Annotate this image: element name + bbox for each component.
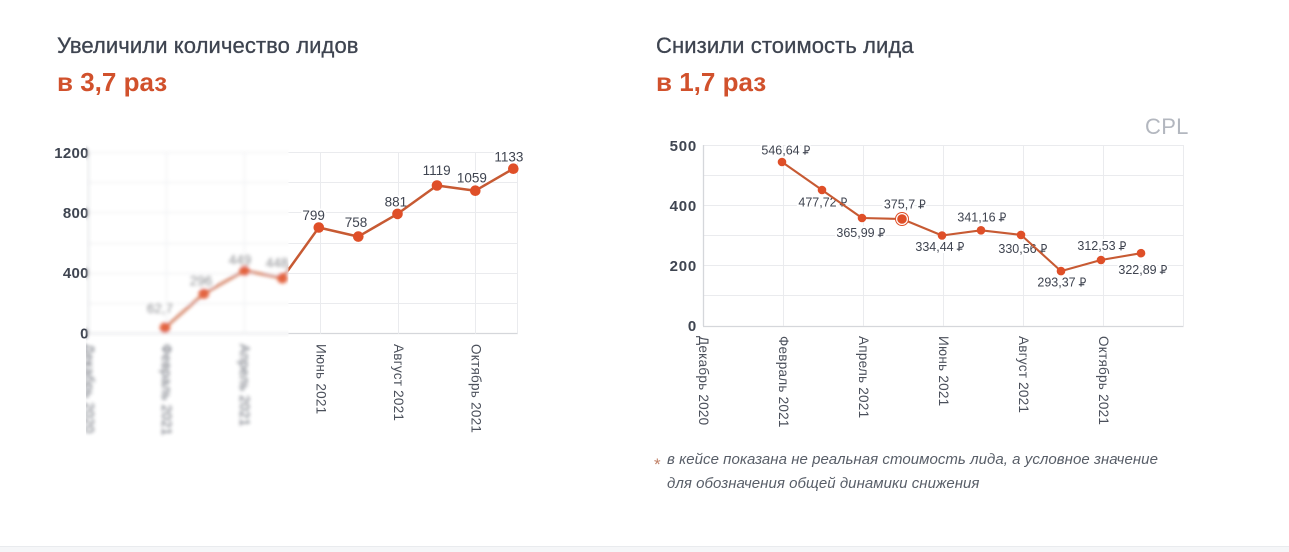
svg-text:200: 200 [670,258,697,275]
svg-text:322,89: 322,89 [1118,263,1156,277]
svg-text:Август 2021: Август 2021 [1016,336,1031,413]
svg-text:365,99: 365,99 [836,226,874,240]
svg-text:334,44: 334,44 [915,240,953,254]
svg-text:477,72: 477,72 [798,195,836,209]
svg-text:312,53: 312,53 [1077,239,1115,253]
svg-text:341,16: 341,16 [957,210,995,224]
svg-text:Июнь 2021: Июнь 2021 [936,336,951,406]
svg-text:Декабрь 2020: Декабрь 2020 [696,336,711,425]
svg-text:546,64: 546,64 [761,143,799,157]
svg-text:Октябрь 2021: Октябрь 2021 [1096,336,1111,425]
svg-text:0: 0 [688,318,697,335]
svg-text:400: 400 [670,198,697,215]
svg-text:375,7: 375,7 [884,197,915,211]
svg-text:330,56: 330,56 [998,242,1036,256]
svg-text:Апрель 2021: Апрель 2021 [856,336,871,418]
svg-text:500: 500 [670,138,697,155]
svg-text:Февраль 2021: Февраль 2021 [776,336,791,428]
svg-text:293,37: 293,37 [1037,275,1075,289]
